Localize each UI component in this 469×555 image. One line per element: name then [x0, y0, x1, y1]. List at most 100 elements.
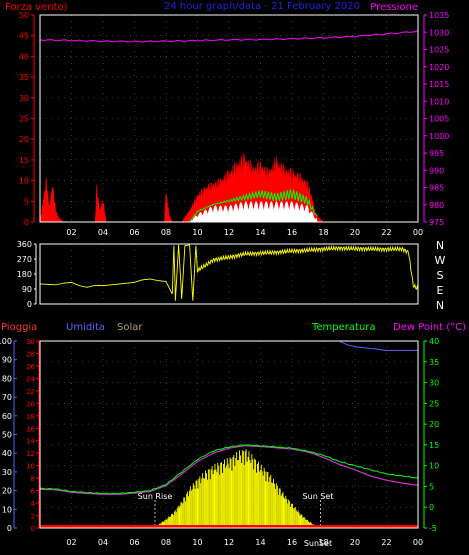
solar-bar — [237, 460, 239, 528]
solar-bar — [181, 502, 183, 528]
panel3-xtick-16: 16 — [287, 538, 297, 547]
solar-bar — [198, 478, 200, 528]
solar-bar — [291, 503, 292, 528]
wind-speed-tick-label-25: 25 — [19, 115, 29, 124]
direction-tick-label-360: 360 — [17, 240, 32, 249]
humidity-tick-label-20: 20 — [2, 487, 12, 496]
cardinal-label-e: E — [437, 284, 444, 297]
pressure-axis-title: Pressione — [370, 2, 418, 13]
solar-bar — [283, 497, 285, 528]
solar-bar — [184, 497, 186, 528]
panel1-xtick-12: 12 — [224, 228, 234, 237]
solar-bar — [288, 499, 290, 528]
solar-bar — [173, 511, 175, 528]
solar-bar — [204, 478, 205, 528]
solar-bar — [284, 498, 286, 528]
solar-bar — [167, 518, 169, 528]
solar-bar — [224, 467, 226, 528]
solar-bar — [255, 459, 256, 528]
solar-bar — [226, 458, 228, 528]
solar-bar — [275, 488, 276, 528]
solar-bar — [260, 464, 262, 528]
solar-bar — [194, 488, 196, 528]
panel1-xtick-18: 18 — [318, 228, 328, 237]
solar-bar — [294, 507, 296, 528]
plot-layer: 0510152025303540455097598098599099510001… — [0, 11, 449, 547]
solar-bar — [308, 521, 309, 528]
pressure-line — [39, 30, 419, 43]
temperature-line — [39, 444, 419, 495]
solar-bar — [254, 458, 256, 528]
solar-bar — [174, 510, 176, 528]
solar-bar — [238, 460, 239, 528]
panel3-xtick-18: 18 — [318, 538, 328, 547]
solar-bar — [210, 469, 212, 528]
panel3-xtick-04: 04 — [98, 538, 108, 547]
solar-bar — [191, 489, 193, 528]
solar-bar — [257, 464, 258, 528]
temperature-tick-label-25: 25 — [429, 399, 439, 408]
solar-bar — [166, 519, 168, 528]
rain-axis-title: Pioggia — [1, 322, 37, 333]
humidity-line — [40, 340, 418, 351]
solar-bar — [301, 514, 303, 528]
solar-bar — [177, 505, 179, 528]
solar-bar — [190, 490, 192, 528]
solar-bar — [189, 490, 190, 528]
solar-bar — [252, 459, 254, 528]
temperature-tick-label-5: 5 — [429, 482, 434, 491]
solar-bar — [269, 476, 271, 528]
solar-bar — [232, 457, 234, 528]
rain-bar — [40, 525, 418, 528]
sunset-axis-label: SunSet — [304, 539, 332, 548]
solar-bar — [247, 456, 249, 528]
rain-tick-label-10: 10 — [26, 463, 35, 471]
wind-direction-line — [40, 244, 419, 301]
solar-bar — [192, 483, 194, 528]
solar-bar — [303, 517, 305, 528]
solar-bar — [271, 482, 273, 528]
pressure-tick-label-995: 995 — [429, 149, 444, 158]
solar-bar — [222, 472, 223, 528]
solar-bar — [206, 473, 207, 528]
solar-bar — [161, 521, 163, 528]
solar-bar — [199, 476, 201, 528]
solar-bar — [202, 473, 204, 528]
solar-bar — [203, 478, 205, 528]
solar-bar — [230, 458, 232, 528]
solar-bar — [297, 510, 299, 528]
temperature-tick-label-0: 0 — [429, 503, 434, 512]
solar-bar — [229, 457, 231, 528]
wind-speed-tick-label-30: 30 — [19, 94, 29, 103]
solar-bar — [212, 474, 214, 528]
direction-tick-label-180: 180 — [17, 270, 32, 279]
solar-bar — [236, 451, 238, 528]
solar-bar — [261, 471, 263, 528]
solar-bar — [292, 503, 293, 528]
solar-bar — [259, 469, 261, 528]
solar-bar — [187, 491, 188, 528]
solar-bar — [275, 483, 277, 528]
pressure-tick-label-985: 985 — [429, 184, 444, 193]
solar-axis-title: Solar — [117, 322, 143, 333]
sunrise-label: Sun Rise — [138, 492, 173, 501]
solar-bar — [234, 465, 236, 528]
rain-tick-label-22: 22 — [26, 388, 35, 396]
solar-bars — [151, 449, 325, 528]
solar-bar — [279, 488, 281, 528]
rain-tick-label-28: 28 — [26, 350, 35, 358]
rain-tick-label-18: 18 — [26, 413, 35, 421]
solar-bar — [193, 485, 195, 528]
solar-bar — [243, 464, 245, 528]
pressure-tick-label-1020: 1020 — [429, 63, 449, 72]
solar-bar — [268, 482, 270, 528]
cardinal-label-n1: N — [436, 239, 444, 252]
solar-bar — [285, 495, 287, 528]
panel3-xtick-12: 12 — [224, 538, 234, 547]
solar-bar — [264, 471, 266, 528]
humidity-tick-label-70: 70 — [2, 393, 12, 402]
solar-bar — [201, 478, 203, 528]
solar-bar — [200, 483, 202, 528]
solar-bar — [270, 474, 272, 528]
solar-bar — [267, 472, 269, 528]
